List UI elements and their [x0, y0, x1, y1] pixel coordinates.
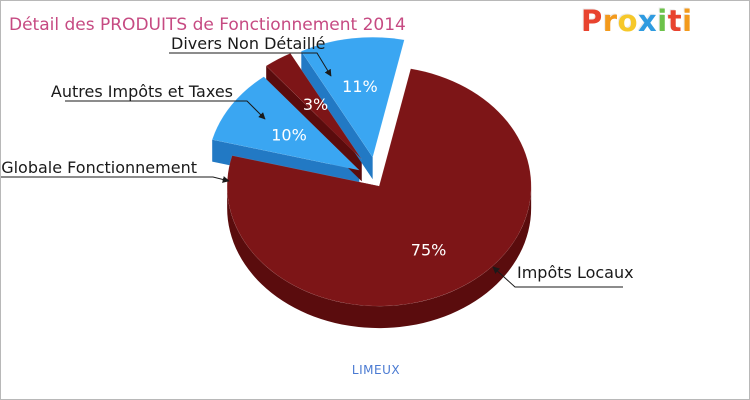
logo-letter: P: [581, 4, 603, 38]
slice-3: [300, 37, 405, 158]
commune-name: LIMEUX: [351, 363, 401, 377]
proxiti-logo: Proxiti: [581, 7, 693, 36]
slice-category-label: Dotation Globale Fonctionnement: [1, 158, 197, 177]
callout-line: [1, 176, 230, 183]
callout-line: [65, 100, 266, 120]
logo-letter: r: [602, 4, 618, 38]
logo-letter: i: [657, 4, 668, 38]
logo-letter: i: [682, 4, 693, 38]
chart-title: Détail des PRODUITS de Fonctionnement 20…: [9, 15, 406, 35]
slice-0: [226, 68, 532, 307]
slice-value-label: 75%: [411, 240, 447, 259]
pie-callouts: Impôts Locaux Dotation Globale Fonctionne…: [1, 34, 634, 288]
logo-letter: t: [667, 4, 683, 38]
callout-line: [492, 266, 623, 288]
slice-category-label: Autres Impôts et Taxes: [51, 82, 233, 101]
logo-letter: x: [638, 4, 658, 38]
slice-1: [211, 76, 360, 171]
slice-value-label: 10%: [271, 125, 307, 144]
slice-side-0: [227, 186, 532, 329]
slice-category-label: Divers Non Détaillé: [171, 34, 325, 53]
slice-value-label: 11%: [342, 77, 378, 96]
slice-category-label: Impôts Locaux: [517, 263, 634, 282]
slice-face-3-0: [301, 51, 373, 180]
callout-line: [169, 52, 332, 77]
logo-letter: o: [617, 4, 639, 38]
pie-tops: [211, 37, 532, 307]
pie-labels: 75% 10% 3% 11%: [271, 77, 446, 260]
slice-value-label: 3%: [303, 95, 328, 114]
